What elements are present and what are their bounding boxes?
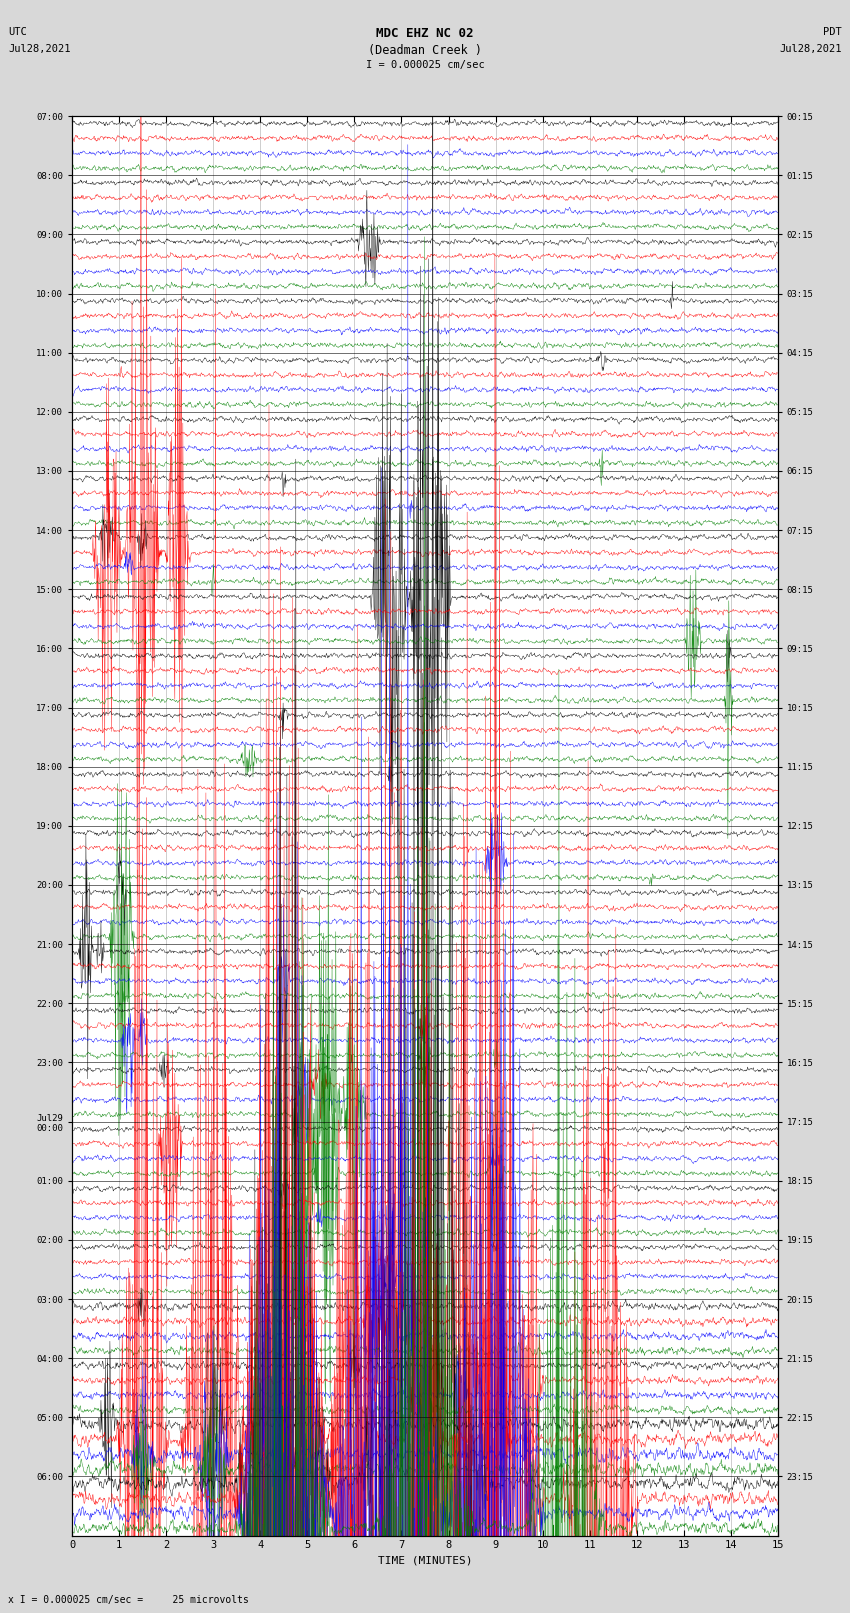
Text: Jul28,2021: Jul28,2021 xyxy=(8,44,71,53)
Text: (Deadman Creek ): (Deadman Creek ) xyxy=(368,44,482,56)
Text: PDT: PDT xyxy=(823,27,842,37)
X-axis label: TIME (MINUTES): TIME (MINUTES) xyxy=(377,1557,473,1566)
Text: x I = 0.000025 cm/sec =     25 microvolts: x I = 0.000025 cm/sec = 25 microvolts xyxy=(8,1595,249,1605)
Text: Jul28,2021: Jul28,2021 xyxy=(779,44,842,53)
Text: UTC: UTC xyxy=(8,27,27,37)
Text: MDC EHZ NC 02: MDC EHZ NC 02 xyxy=(377,27,473,40)
Text: I = 0.000025 cm/sec: I = 0.000025 cm/sec xyxy=(366,60,484,69)
